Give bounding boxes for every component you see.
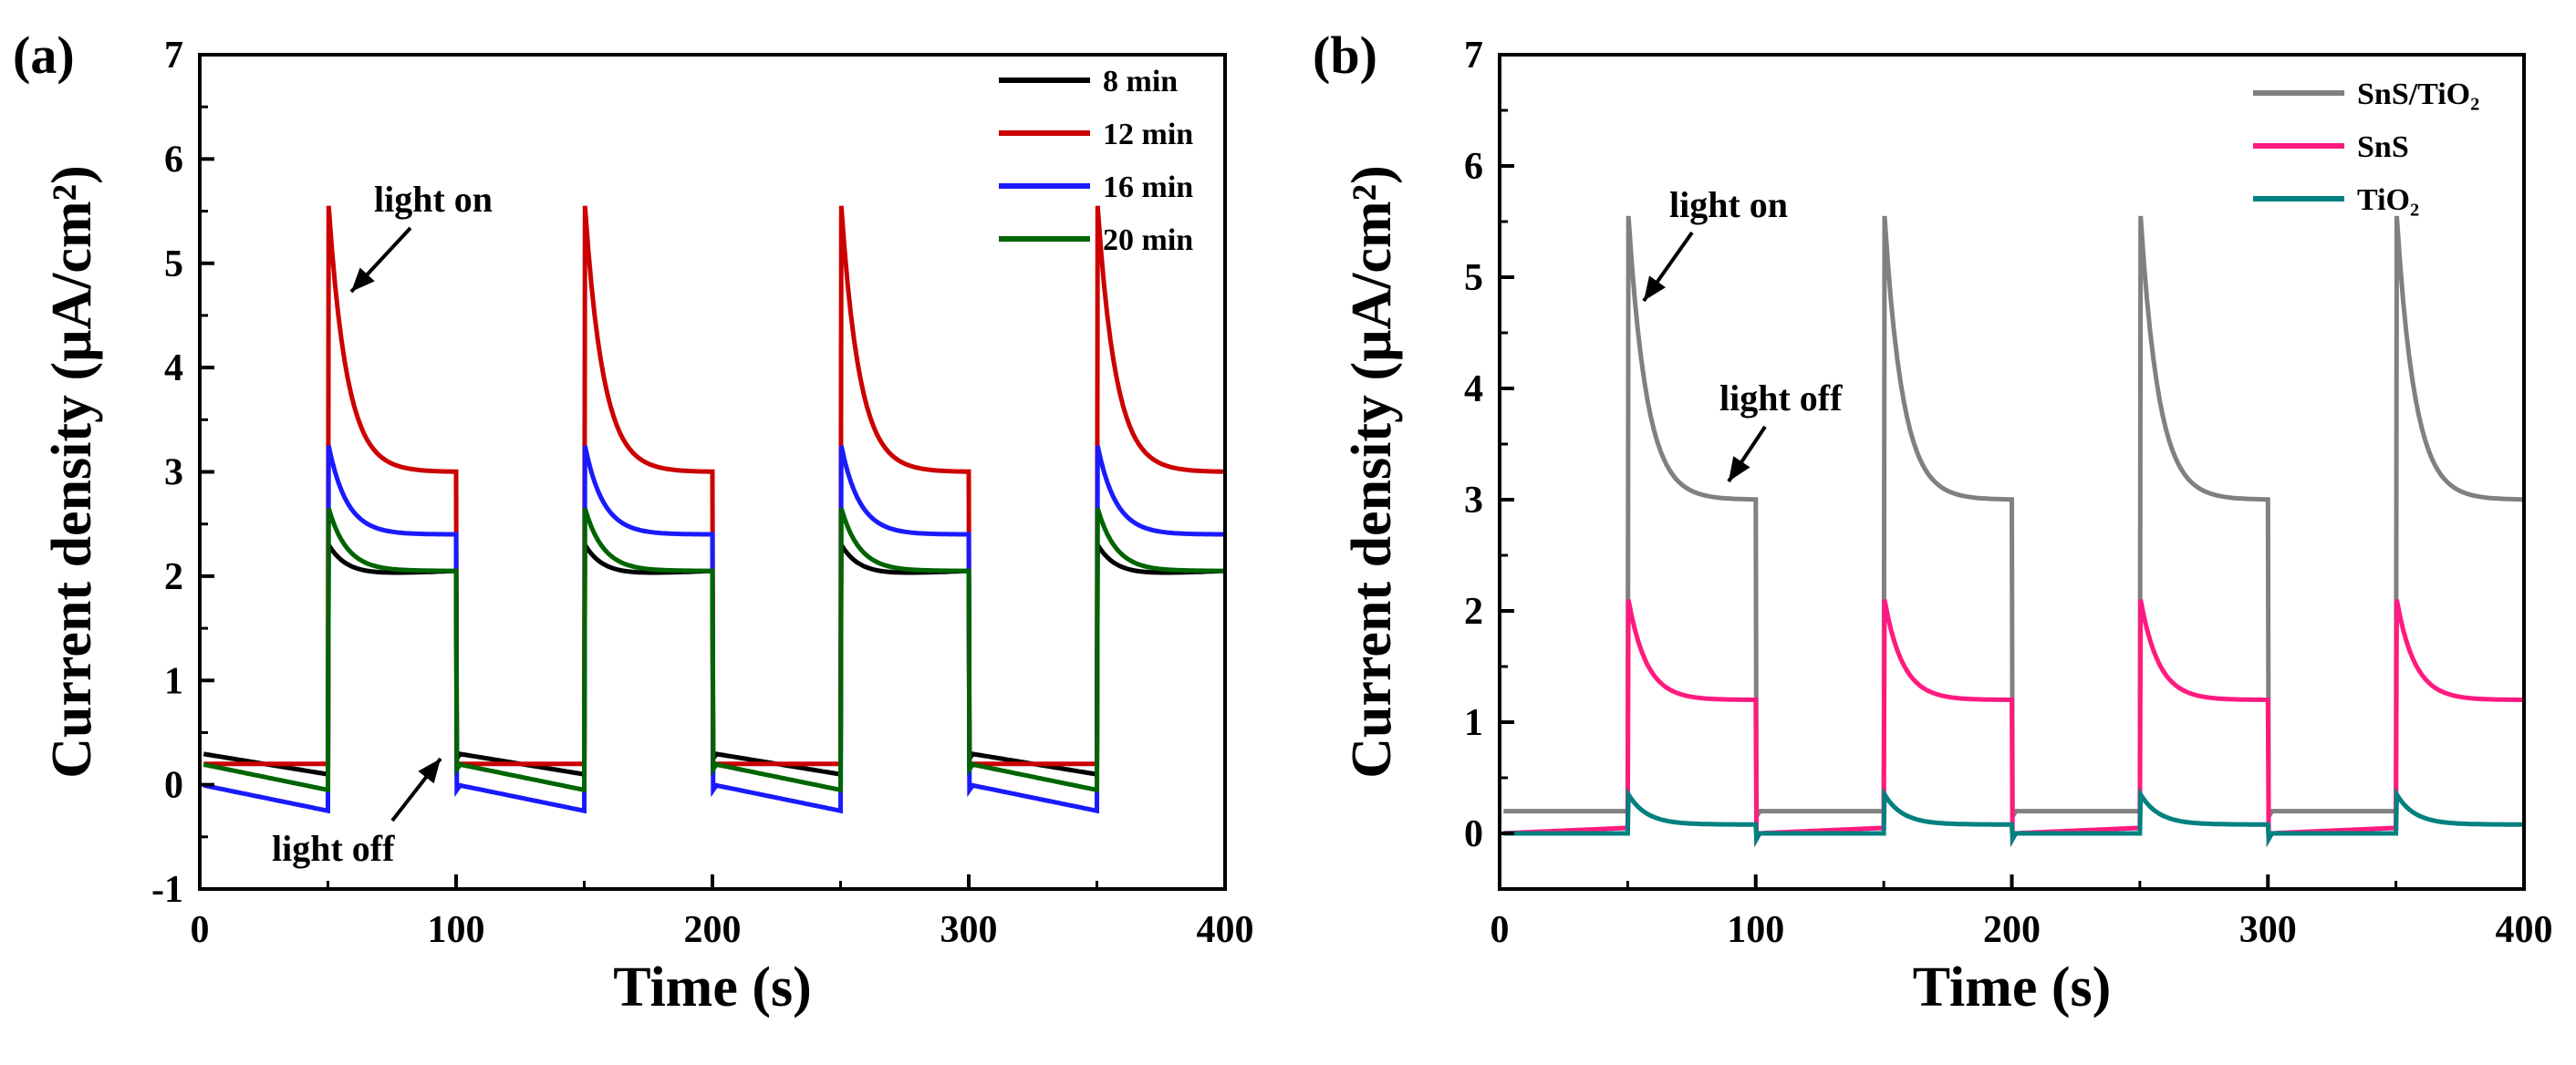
legend-label: TiO₂ [2357, 183, 2419, 217]
y-tick-label: 5 [1464, 257, 1483, 299]
series-line-b-0 [1503, 215, 2524, 826]
y-tick-label: 2 [1464, 591, 1483, 633]
y-tick-label: 3 [164, 452, 183, 494]
x-tick-label: 100 [428, 909, 485, 951]
y-tick-label: 0 [1464, 813, 1483, 855]
annotation-arrow-head [351, 267, 375, 292]
y-tick-label: 6 [164, 139, 183, 181]
y-tick-label: 6 [1464, 146, 1483, 188]
annotation-arrow-head [418, 759, 441, 784]
y-tick-label: -1 [151, 869, 183, 911]
x-tick-label: 400 [1197, 909, 1254, 951]
x-tick-label: 300 [940, 909, 998, 951]
annotation-label: light off [1719, 377, 1843, 419]
x-tick-label: 400 [2496, 909, 2553, 951]
annotation-label: light on [1669, 184, 1788, 225]
y-tick-label: 1 [164, 660, 183, 702]
y-axis-title: Current density (μA/cm²) [41, 165, 103, 779]
x-tick-label: 0 [191, 909, 210, 951]
series-line-a-3 [203, 507, 1225, 793]
x-axis-title: Time (s) [1913, 956, 2112, 1018]
legend-label: 12 min [1103, 118, 1193, 151]
x-tick-label: 0 [1491, 909, 1510, 951]
legend-label: 16 min [1103, 171, 1193, 204]
series-line-b-2 [1503, 787, 2524, 847]
annotation-arrow-head [1729, 456, 1750, 481]
y-tick-label: 4 [164, 347, 183, 389]
x-tick-label: 200 [1983, 909, 2041, 951]
x-tick-label: 100 [1727, 909, 1784, 951]
y-tick-label: 4 [1464, 368, 1483, 410]
legend-label: SnS/TiO₂ [2357, 78, 2479, 111]
y-tick-label: 1 [1464, 702, 1483, 744]
annotation-label: light on [374, 179, 493, 220]
annotation-label: light off [272, 828, 395, 869]
series-line-b-1 [1503, 599, 2524, 848]
annotation-arrow-head [1644, 275, 1666, 301]
x-tick-label: 300 [2239, 909, 2297, 951]
chart-panel-b: 0 100 200 300 400 0 1 2 3 4 5 6 7 Time (s) Current den… [1313, 26, 2553, 1018]
x-tick-label: 200 [684, 909, 742, 951]
y-tick-label: 7 [164, 35, 183, 77]
legend-label: 8 min [1103, 65, 1178, 98]
y-tick-label: 0 [164, 765, 183, 807]
y-tick-label: 3 [1464, 480, 1483, 522]
panel-label: (b) [1313, 26, 1377, 85]
y-tick-label: 7 [1464, 35, 1483, 77]
legend-label: 20 min [1103, 223, 1193, 257]
legend-label: SnS [2357, 130, 2409, 164]
panel-label: (a) [13, 26, 75, 85]
x-axis-title: Time (s) [613, 956, 812, 1018]
y-tick-label: 2 [164, 556, 183, 598]
y-tick-label: 5 [164, 243, 183, 285]
y-axis-title: Current density (μA/cm²) [1341, 165, 1403, 779]
